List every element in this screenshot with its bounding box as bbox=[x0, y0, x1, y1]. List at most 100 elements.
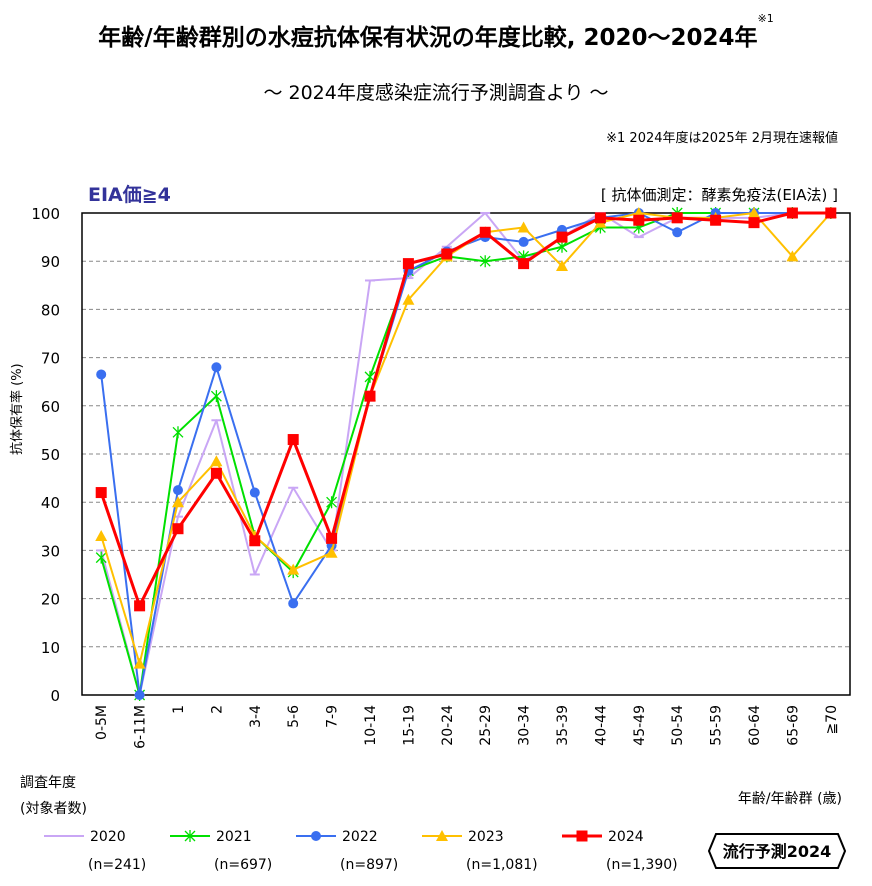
data-point-star bbox=[556, 240, 568, 253]
data-point-circle bbox=[96, 369, 107, 380]
data-point-square bbox=[441, 248, 453, 260]
series-2022 bbox=[96, 208, 836, 700]
legend-item-2020: 2020 (n=241) bbox=[44, 829, 146, 873]
data-point-square bbox=[287, 434, 299, 446]
survey-year-label: 調査年度 (対象者数) bbox=[20, 770, 87, 822]
y-tick-label: 20 bbox=[41, 591, 60, 609]
x-tick-label: 7-9 bbox=[325, 705, 341, 728]
plot-frame bbox=[81, 212, 851, 696]
title-note-mark: ※1 bbox=[757, 12, 774, 25]
title-text: 年齢/年齢群別の水痘抗体保有状況の年度比較, 2020～2024年 bbox=[98, 25, 758, 51]
x-tick-label: 3-4 bbox=[248, 705, 264, 728]
data-point-triangle bbox=[95, 529, 108, 541]
series-line-2023 bbox=[100, 212, 832, 665]
data-point-square bbox=[748, 217, 760, 229]
data-point-circle bbox=[173, 485, 183, 496]
data-point-triangle bbox=[786, 250, 799, 262]
logo-text: 流行予測2024 bbox=[723, 842, 832, 861]
x-tick-label: 15-19 bbox=[401, 705, 417, 746]
legend-label: 2020 bbox=[90, 829, 126, 845]
x-tick-label: 0-5M bbox=[94, 705, 110, 740]
data-point-square bbox=[210, 467, 222, 479]
data-point-triangle bbox=[402, 293, 415, 305]
y-tick-label: 40 bbox=[41, 494, 60, 512]
data-point-square bbox=[95, 487, 107, 499]
data-point-square bbox=[594, 212, 606, 224]
x-tick-label: 45-49 bbox=[632, 705, 648, 746]
x-tick-label: 65-69 bbox=[785, 705, 801, 746]
y-tick-label: 80 bbox=[41, 301, 60, 319]
legend-n: (n=241) bbox=[88, 857, 146, 873]
data-point-square bbox=[326, 532, 338, 544]
data-point-square bbox=[479, 226, 491, 238]
x-tick-label: 30-34 bbox=[517, 705, 533, 746]
series-2024 bbox=[95, 207, 837, 612]
legend-label: 2024 bbox=[608, 829, 644, 845]
eia-label: EIA価≧4 bbox=[88, 184, 171, 206]
legend-label: 2023 bbox=[468, 829, 504, 845]
data-point-square bbox=[556, 231, 568, 243]
data-point-star bbox=[184, 830, 196, 842]
data-point-circle bbox=[518, 236, 529, 247]
data-point-triangle bbox=[325, 546, 338, 558]
y-tick-label: 60 bbox=[41, 398, 60, 416]
x-tick-label: 20-24 bbox=[440, 705, 456, 746]
data-point-star bbox=[95, 551, 107, 564]
chart-title: 年齢/年齢群別の水痘抗体保有状況の年度比較, 2020～2024年※1 bbox=[0, 12, 872, 52]
data-point-triangle bbox=[287, 563, 300, 575]
data-point-square bbox=[249, 535, 261, 547]
series-2021 bbox=[95, 207, 837, 701]
legend-item-2022: 2022 (n=897) bbox=[296, 829, 398, 873]
data-point-triangle bbox=[748, 207, 760, 218]
data-point-square bbox=[825, 207, 837, 219]
legend-n: (n=1,390) bbox=[606, 857, 678, 873]
x-tick-label: 25-29 bbox=[478, 705, 494, 746]
data-point-circle bbox=[672, 227, 683, 238]
data-point-circle bbox=[211, 362, 222, 373]
data-point-star bbox=[210, 390, 222, 403]
data-point-square bbox=[364, 390, 376, 402]
y-tick-label: 10 bbox=[41, 639, 60, 657]
data-point-star bbox=[479, 255, 491, 268]
logo: 流行予測2024 bbox=[708, 833, 846, 869]
data-point-circle bbox=[288, 598, 299, 609]
x-tick-label: 60-64 bbox=[747, 705, 763, 746]
data-point-square bbox=[576, 830, 588, 842]
x-tick-label: 50-54 bbox=[670, 705, 686, 746]
x-tick-label: 1 bbox=[171, 705, 187, 714]
legend-n: (n=697) bbox=[214, 857, 272, 873]
y-tick-label: 100 bbox=[31, 205, 60, 223]
data-point-square bbox=[518, 258, 530, 270]
data-point-square bbox=[402, 258, 414, 270]
data-point-triangle bbox=[517, 221, 530, 233]
survey-label-line2: (対象者数) bbox=[20, 801, 87, 817]
x-tick-label: 55-59 bbox=[709, 705, 725, 746]
data-point-square bbox=[633, 214, 645, 226]
legend-item-2023: 2023 (n=1,081) bbox=[422, 829, 538, 873]
data-point-triangle bbox=[172, 496, 184, 508]
data-point-triangle bbox=[436, 830, 448, 841]
legend-label: 2022 bbox=[342, 829, 378, 845]
y-tick-label: 30 bbox=[41, 542, 60, 560]
data-point-square bbox=[710, 214, 722, 226]
x-tick-label: 40-44 bbox=[593, 705, 609, 746]
legend-label: 2021 bbox=[216, 829, 252, 845]
legend-item-2021: 2021 (n=697) bbox=[170, 829, 272, 873]
survey-label-line1: 調査年度 bbox=[20, 775, 76, 791]
y-tick-label: 70 bbox=[41, 350, 60, 368]
y-tick-label: 90 bbox=[41, 253, 60, 271]
data-point-circle bbox=[311, 831, 321, 841]
data-point-star bbox=[326, 496, 338, 509]
x-tick-label: 10-14 bbox=[363, 705, 379, 746]
data-point-circle bbox=[249, 487, 260, 498]
x-axis-label: 年齢/年齢群 (歳) bbox=[737, 791, 842, 807]
footnote: ※1 2024年度は2025年 2月現在速報値 bbox=[606, 131, 838, 146]
data-point-triangle bbox=[133, 657, 146, 669]
method-label: [ 抗体価測定：酵素免疫法(EIA法) ] bbox=[600, 186, 838, 204]
series-line-2021 bbox=[100, 212, 831, 696]
x-tick-label: 35-39 bbox=[555, 705, 571, 746]
series-2023 bbox=[95, 207, 837, 669]
data-point-square bbox=[786, 207, 798, 219]
x-tick-label: 6-11M bbox=[133, 705, 149, 749]
